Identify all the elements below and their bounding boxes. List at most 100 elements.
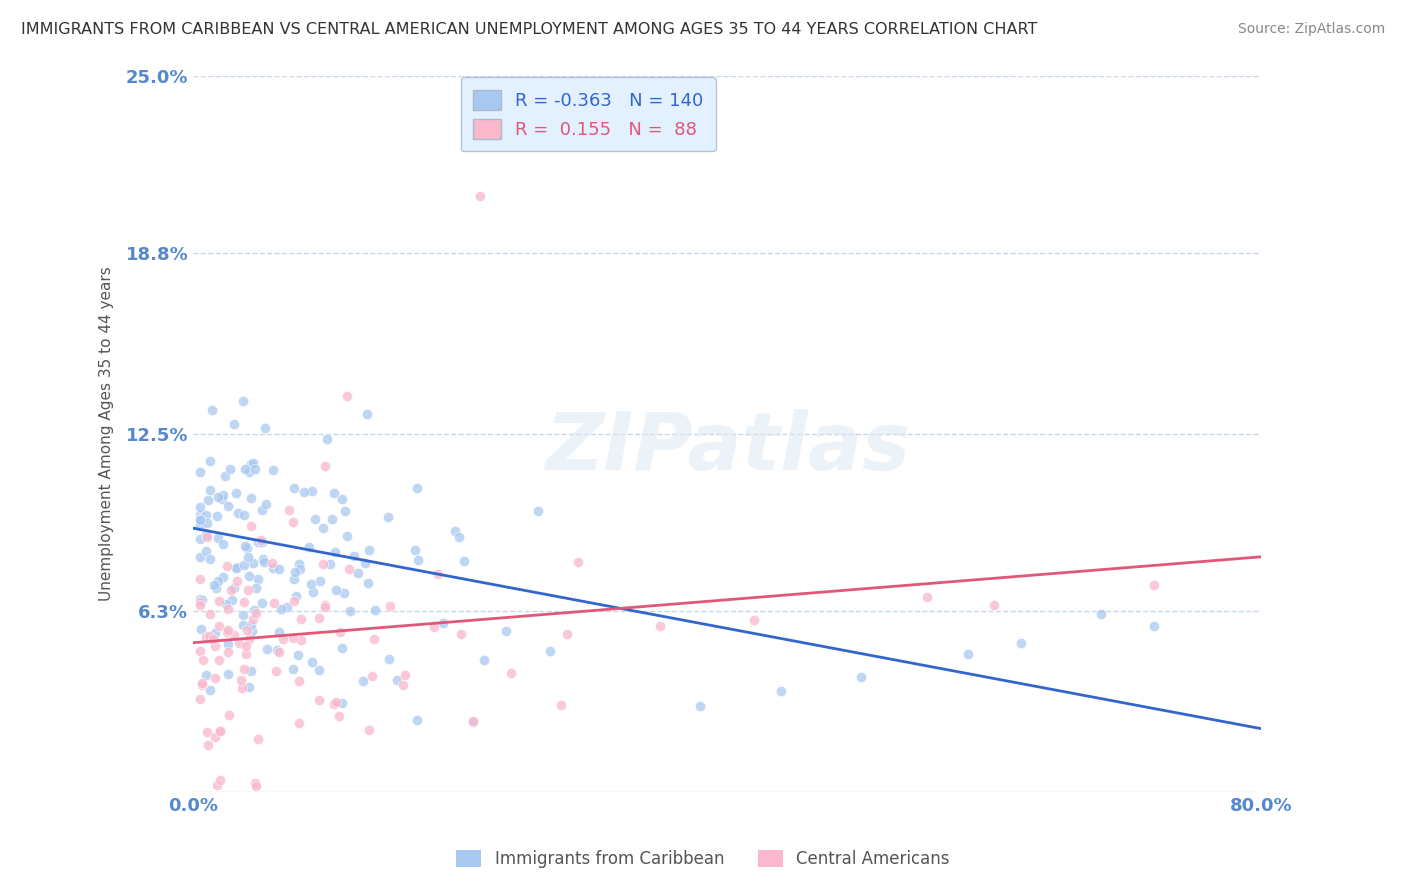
Point [208,773,231,788]
Point [207,490,229,504]
Point [222,417,245,432]
Point [363,632,385,646]
Y-axis label: Unemployment Among Ages 35 to 44 years: Unemployment Among Ages 35 to 44 years [100,266,114,601]
Point [406,713,429,727]
Point [308,611,330,625]
Point [1010,636,1032,650]
Point [194,544,217,558]
Point [212,537,235,551]
Point [188,644,211,658]
Point [769,684,792,698]
Point [392,678,415,692]
Point [229,673,252,687]
Point [222,628,245,642]
Point [204,671,226,685]
Point [195,725,218,739]
Point [195,528,218,542]
Point [290,612,312,626]
Point [204,625,226,640]
Point [308,692,330,706]
Point [218,707,240,722]
Point [208,619,231,633]
Point [254,420,277,434]
Point [225,560,247,574]
Point [249,533,271,547]
Point [235,623,257,637]
Point [205,778,228,792]
Point [267,562,290,576]
Point [233,558,256,573]
Point [377,652,399,666]
Point [215,559,238,574]
Point [495,624,517,638]
Point [983,599,1005,613]
Point [242,612,264,626]
Point [527,504,550,518]
Point [233,662,256,676]
Point [290,633,312,648]
Point [217,623,239,637]
Point [215,625,238,640]
Point [271,632,294,646]
Point [238,569,260,583]
Point [240,624,263,638]
Point [356,576,378,591]
Point [356,407,378,421]
Point [302,585,325,599]
Point [501,665,523,680]
Text: Source: ZipAtlas.com: Source: ZipAtlas.com [1237,22,1385,37]
Point [1143,578,1166,592]
Point [247,573,270,587]
Point [323,545,346,559]
Point [283,593,305,607]
Point [364,603,387,617]
Point [325,583,347,598]
Point [443,524,465,538]
Point [288,716,311,731]
Point [202,632,225,646]
Point [330,492,353,507]
Point [245,606,267,620]
Point [314,599,336,614]
Point [252,551,274,566]
Point [247,732,270,747]
Point [308,574,330,589]
Point [204,730,226,744]
Point [314,599,336,613]
Point [361,669,384,683]
Point [447,530,470,544]
Point [200,607,222,621]
Point [200,454,222,468]
Point [188,512,211,526]
Point [224,581,246,595]
Point [288,558,311,572]
Legend: Immigrants from Caribbean, Central Americans: Immigrants from Caribbean, Central Ameri… [450,843,956,875]
Point [308,663,330,677]
Point [270,601,292,615]
Point [315,433,337,447]
Point [236,541,259,555]
Point [194,630,217,644]
Point [354,556,377,570]
Point [278,503,301,517]
Point [212,488,235,502]
Point [191,675,214,690]
Text: IMMIGRANTS FROM CARIBBEAN VS CENTRAL AMERICAN UNEMPLOYMENT AMONG AGES 35 TO 44 Y: IMMIGRANTS FROM CARIBBEAN VS CENTRAL AME… [21,22,1038,37]
Point [239,457,262,471]
Point [197,492,219,507]
Point [188,518,211,533]
Point [208,723,231,738]
Point [283,662,305,676]
Point [197,738,219,752]
Point [284,565,307,579]
Point [225,486,247,500]
Point [205,508,228,523]
Point [336,529,359,543]
Point [242,456,264,470]
Point [188,594,211,608]
Point [233,508,256,522]
Point [266,642,288,657]
Point [404,543,426,558]
Point [188,595,211,609]
Point [689,698,711,713]
